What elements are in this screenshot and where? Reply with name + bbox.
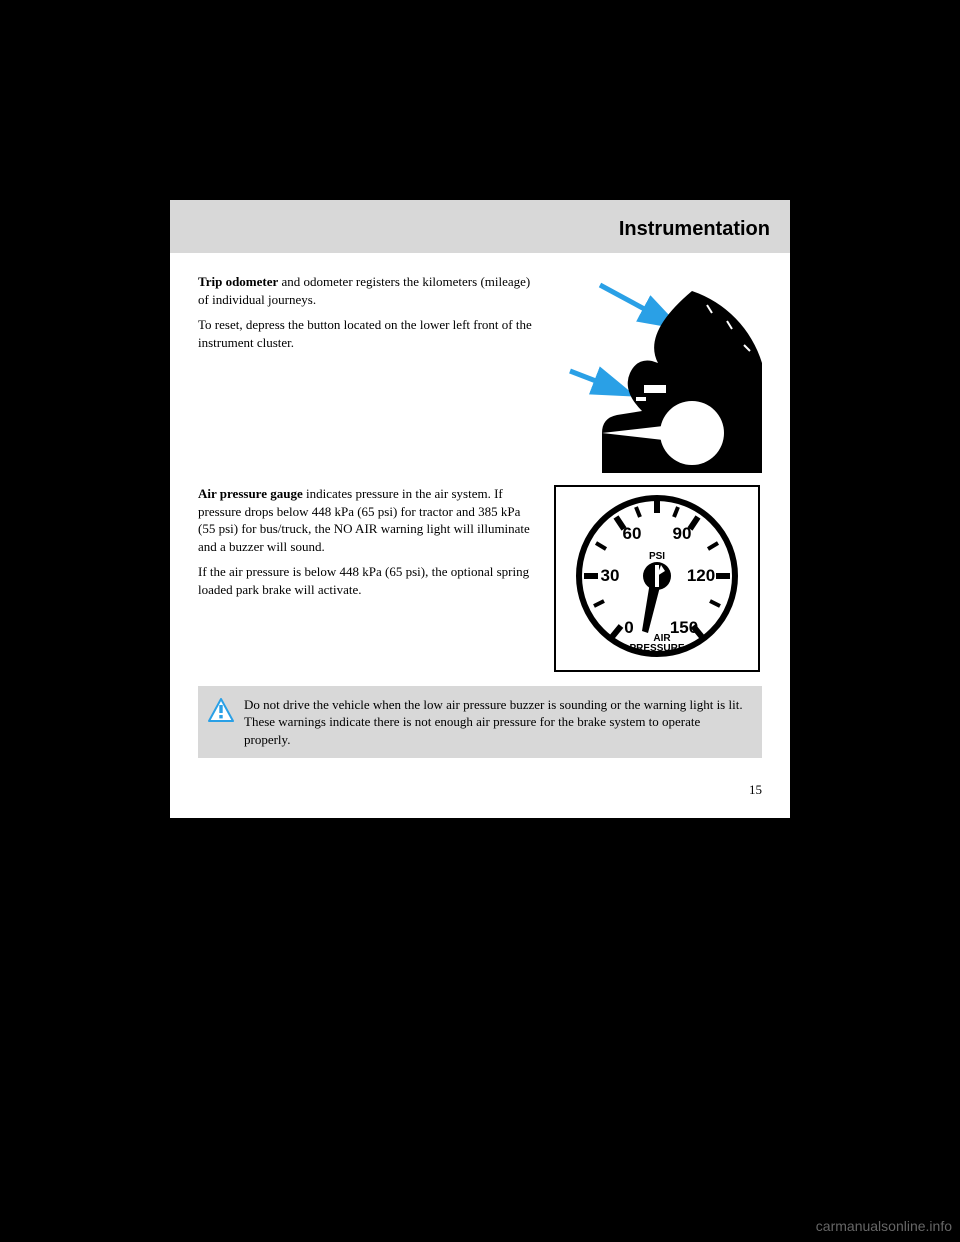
trip-odometer-p2: To reset, depress the button located on … — [198, 316, 534, 351]
air-pressure-figure: 0 30 60 90 120 150 PSI — [552, 485, 762, 672]
arrow-upper — [600, 285, 674, 325]
page-content: Trip odometer and odometer registers the… — [170, 253, 790, 758]
gauge-n30: 30 — [601, 566, 620, 585]
odometer-figure — [552, 273, 762, 473]
air-pressure-lead: Air pressure gauge — [198, 486, 303, 501]
air-pressure-text: Air pressure gauge indicates pressure in… — [198, 485, 534, 672]
air-pressure-block: Air pressure gauge indicates pressure in… — [198, 485, 762, 672]
warning-box: Do not drive the vehicle when the low ai… — [198, 686, 762, 759]
gauge-n120: 120 — [687, 566, 715, 585]
section-title: Instrumentation — [619, 218, 770, 240]
gauge-unit: PSI — [649, 551, 665, 562]
gauge-n60: 60 — [623, 524, 642, 543]
watermark: carmanualsonline.info — [816, 1218, 952, 1234]
gauge-n0: 0 — [624, 618, 633, 637]
odometer-window — [644, 385, 666, 393]
gauge-caption2: PRESSURE — [629, 643, 684, 654]
air-pressure-p1: Air pressure gauge indicates pressure in… — [198, 485, 534, 555]
warning-triangle-icon — [208, 698, 234, 722]
gauge-frame: 0 30 60 90 120 150 PSI — [554, 485, 760, 672]
gauge-svg: 0 30 60 90 120 150 PSI — [562, 493, 752, 659]
gauge-hub-slit — [655, 565, 659, 587]
arrow-lower — [570, 371, 627, 393]
odometer-svg — [552, 273, 762, 473]
warning-text: Do not drive the vehicle when the low ai… — [244, 696, 748, 749]
air-pressure-p2: If the air pressure is below 448 kPa (65… — [198, 563, 534, 598]
trip-odometer-text: Trip odometer and odometer registers the… — [198, 273, 534, 473]
trip-odometer-lead: Trip odometer — [198, 274, 278, 289]
section-header: Instrumentation — [170, 200, 790, 253]
trip-odometer-block: Trip odometer and odometer registers the… — [198, 273, 762, 473]
page-number: 15 — [749, 782, 762, 798]
gauge-n150: 150 — [670, 618, 698, 637]
trip-odometer-p1: Trip odometer and odometer registers the… — [198, 273, 534, 308]
manual-page: Instrumentation Trip odometer and odomet… — [170, 200, 790, 818]
gauge-n90: 90 — [673, 524, 692, 543]
odometer-detail-1 — [636, 397, 646, 401]
